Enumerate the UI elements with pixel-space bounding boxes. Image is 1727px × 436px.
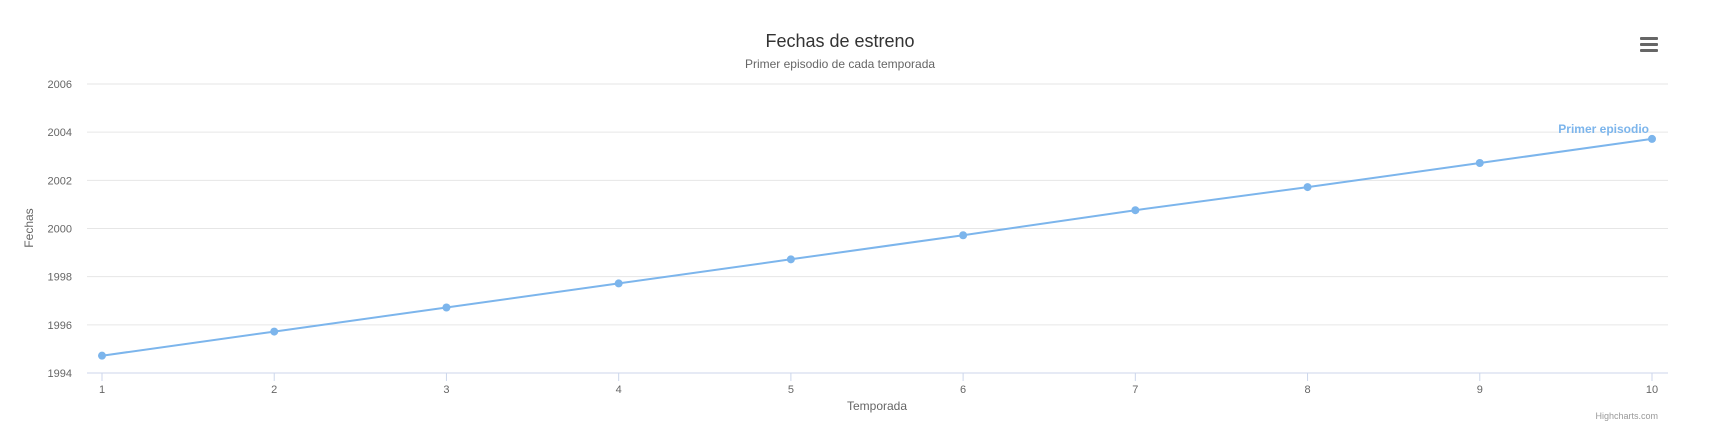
x-tick-label: 6 [960, 384, 966, 396]
chart-title: Fechas de estreno [765, 31, 914, 51]
x-tick-label: 1 [99, 384, 105, 396]
hamburger-menu-icon[interactable] [1636, 32, 1662, 56]
menu-bar [1640, 36, 1658, 40]
y-tick-label: 2000 [48, 224, 72, 236]
y-axis-tick-labels: 1994 1996 1998 2000 2002 2004 2006 [48, 79, 72, 380]
series-line [101, 137, 1653, 357]
x-axis-tick-labels: 1 2 3 4 5 6 7 8 9 10 [99, 373, 1658, 396]
x-tick-label: 3 [443, 384, 449, 396]
data-point[interactable] [959, 231, 968, 240]
chart-subtitle: Primer episodio de cada temporada [745, 57, 935, 71]
y-tick-label: 1996 [48, 320, 72, 332]
x-axis-title: Temporada [847, 399, 907, 413]
y-tick-label: 2006 [48, 79, 72, 91]
x-tick-label: 2 [271, 384, 277, 396]
data-point[interactable] [1475, 158, 1484, 167]
data-point[interactable] [1131, 206, 1140, 215]
x-tick-label: 7 [1132, 384, 1138, 396]
y-axis-title: Fechas [22, 208, 36, 247]
credits-link[interactable]: Highcharts.com [1595, 411, 1658, 421]
x-tick-label: 8 [1304, 384, 1310, 396]
data-point[interactable] [270, 327, 279, 336]
x-tick-label: 9 [1477, 384, 1483, 396]
y-tick-label: 1994 [48, 368, 72, 380]
grid-lines [87, 83, 1668, 326]
y-tick-label: 1998 [48, 272, 72, 284]
series-label: Primer episodio [1558, 122, 1649, 136]
menu-bar [1640, 42, 1658, 46]
data-point[interactable] [1648, 134, 1656, 143]
x-tick-label: 10 [1646, 384, 1658, 396]
data-point[interactable] [1303, 183, 1312, 192]
x-tick-label: 4 [616, 384, 622, 396]
data-point[interactable] [442, 303, 451, 312]
x-tick-label: 5 [788, 384, 794, 396]
data-point[interactable] [98, 351, 106, 360]
series-group: Primer episodio [98, 122, 1656, 360]
menu-bar [1640, 48, 1658, 52]
y-tick-label: 2002 [48, 175, 72, 187]
data-point[interactable] [786, 255, 795, 264]
data-point[interactable] [614, 279, 623, 288]
y-tick-label: 2004 [48, 127, 72, 139]
